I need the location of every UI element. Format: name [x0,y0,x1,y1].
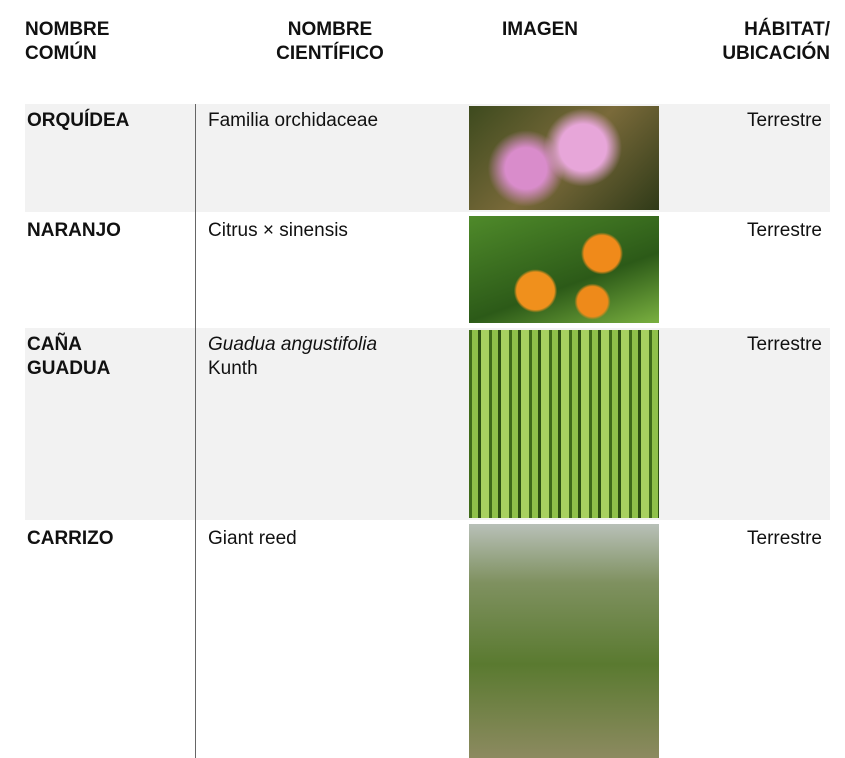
common-name: CAÑA GUADUA [27,333,110,381]
header-text: COMÚN [25,43,97,64]
header-cell: HÁBITAT/UBICACIÓN [660,18,830,66]
scientific-plain: Familia orchidaceae [208,110,379,131]
header-text: NOMBRE [25,19,110,40]
scientific-name: Guadua angustifolia Kunth [208,333,377,381]
scientific-plain: Giant reed [208,528,297,549]
scientific-name: Citrus × sinensis [208,219,348,243]
scientific-name: Giant reed [208,527,297,551]
table-row: CARRIZO Giant reed Terrestre [25,522,830,758]
habitat: Terrestre [747,110,822,131]
common-name-line: GUADUA [27,358,111,379]
scientific-name: Familia orchidaceae [208,109,378,133]
habitat: Terrestre [747,528,822,549]
photo [469,106,659,210]
common-name-line: CAÑA [27,334,82,355]
column-divider [195,104,196,758]
habitat: Terrestre [747,334,822,355]
common-name-line: ORQUÍDEA [27,110,130,131]
photo [469,524,659,758]
header-text: NOMBRE [287,19,373,40]
common-name-line: NARANJO [27,220,121,241]
header-text: HÁBITAT/ [744,19,830,40]
habitat: Terrestre [747,220,822,241]
common-name: ORQUÍDEA [27,109,129,133]
photo [469,330,659,518]
table-row: NARANJO Citrus × sinensis Terrestre [25,214,830,325]
header-text: CIENTÍFICO [276,43,384,64]
common-name: NARANJO [27,219,121,243]
scientific-plain: Kunth [208,358,258,379]
header-cell: NOMBRE CIENTÍFICO [195,18,465,66]
common-name: CARRIZO [27,527,114,551]
header-text: UBICACIÓN [722,43,830,64]
common-name-line: CARRIZO [27,528,114,549]
header-cell: IMAGEN [465,18,615,42]
header-cell: NOMBRE COMÚN [25,18,195,66]
table-row: ORQUÍDEA Familia orchidaceae Terrestre [25,104,830,212]
scientific-italic: Guadua angustifolia [208,334,378,355]
photo [469,216,659,323]
table-row: CAÑA GUADUA Guadua angustifolia Kunth Terres… [25,328,830,520]
header-text: IMAGEN [502,19,578,40]
scientific-plain: Citrus × sinensis [208,220,348,241]
